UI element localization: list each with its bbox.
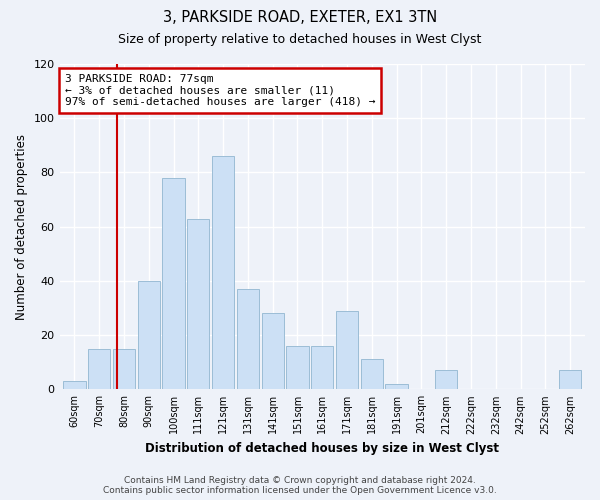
Bar bbox=[559, 370, 581, 390]
X-axis label: Distribution of detached houses by size in West Clyst: Distribution of detached houses by size … bbox=[145, 442, 499, 455]
Bar bbox=[385, 384, 408, 390]
Bar bbox=[113, 348, 135, 390]
Bar bbox=[435, 370, 457, 390]
Bar bbox=[237, 289, 259, 390]
Bar bbox=[63, 381, 86, 390]
Bar bbox=[163, 178, 185, 390]
Text: Size of property relative to detached houses in West Clyst: Size of property relative to detached ho… bbox=[118, 32, 482, 46]
Bar bbox=[336, 310, 358, 390]
Bar bbox=[212, 156, 234, 390]
Bar bbox=[286, 346, 308, 390]
Text: 3 PARKSIDE ROAD: 77sqm
← 3% of detached houses are smaller (11)
97% of semi-deta: 3 PARKSIDE ROAD: 77sqm ← 3% of detached … bbox=[65, 74, 375, 107]
Text: 3, PARKSIDE ROAD, EXETER, EX1 3TN: 3, PARKSIDE ROAD, EXETER, EX1 3TN bbox=[163, 10, 437, 25]
Bar bbox=[187, 218, 209, 390]
Bar bbox=[311, 346, 334, 390]
Bar bbox=[262, 314, 284, 390]
Bar bbox=[137, 281, 160, 390]
Text: Contains HM Land Registry data © Crown copyright and database right 2024.
Contai: Contains HM Land Registry data © Crown c… bbox=[103, 476, 497, 495]
Bar bbox=[361, 360, 383, 390]
Y-axis label: Number of detached properties: Number of detached properties bbox=[15, 134, 28, 320]
Bar bbox=[88, 348, 110, 390]
